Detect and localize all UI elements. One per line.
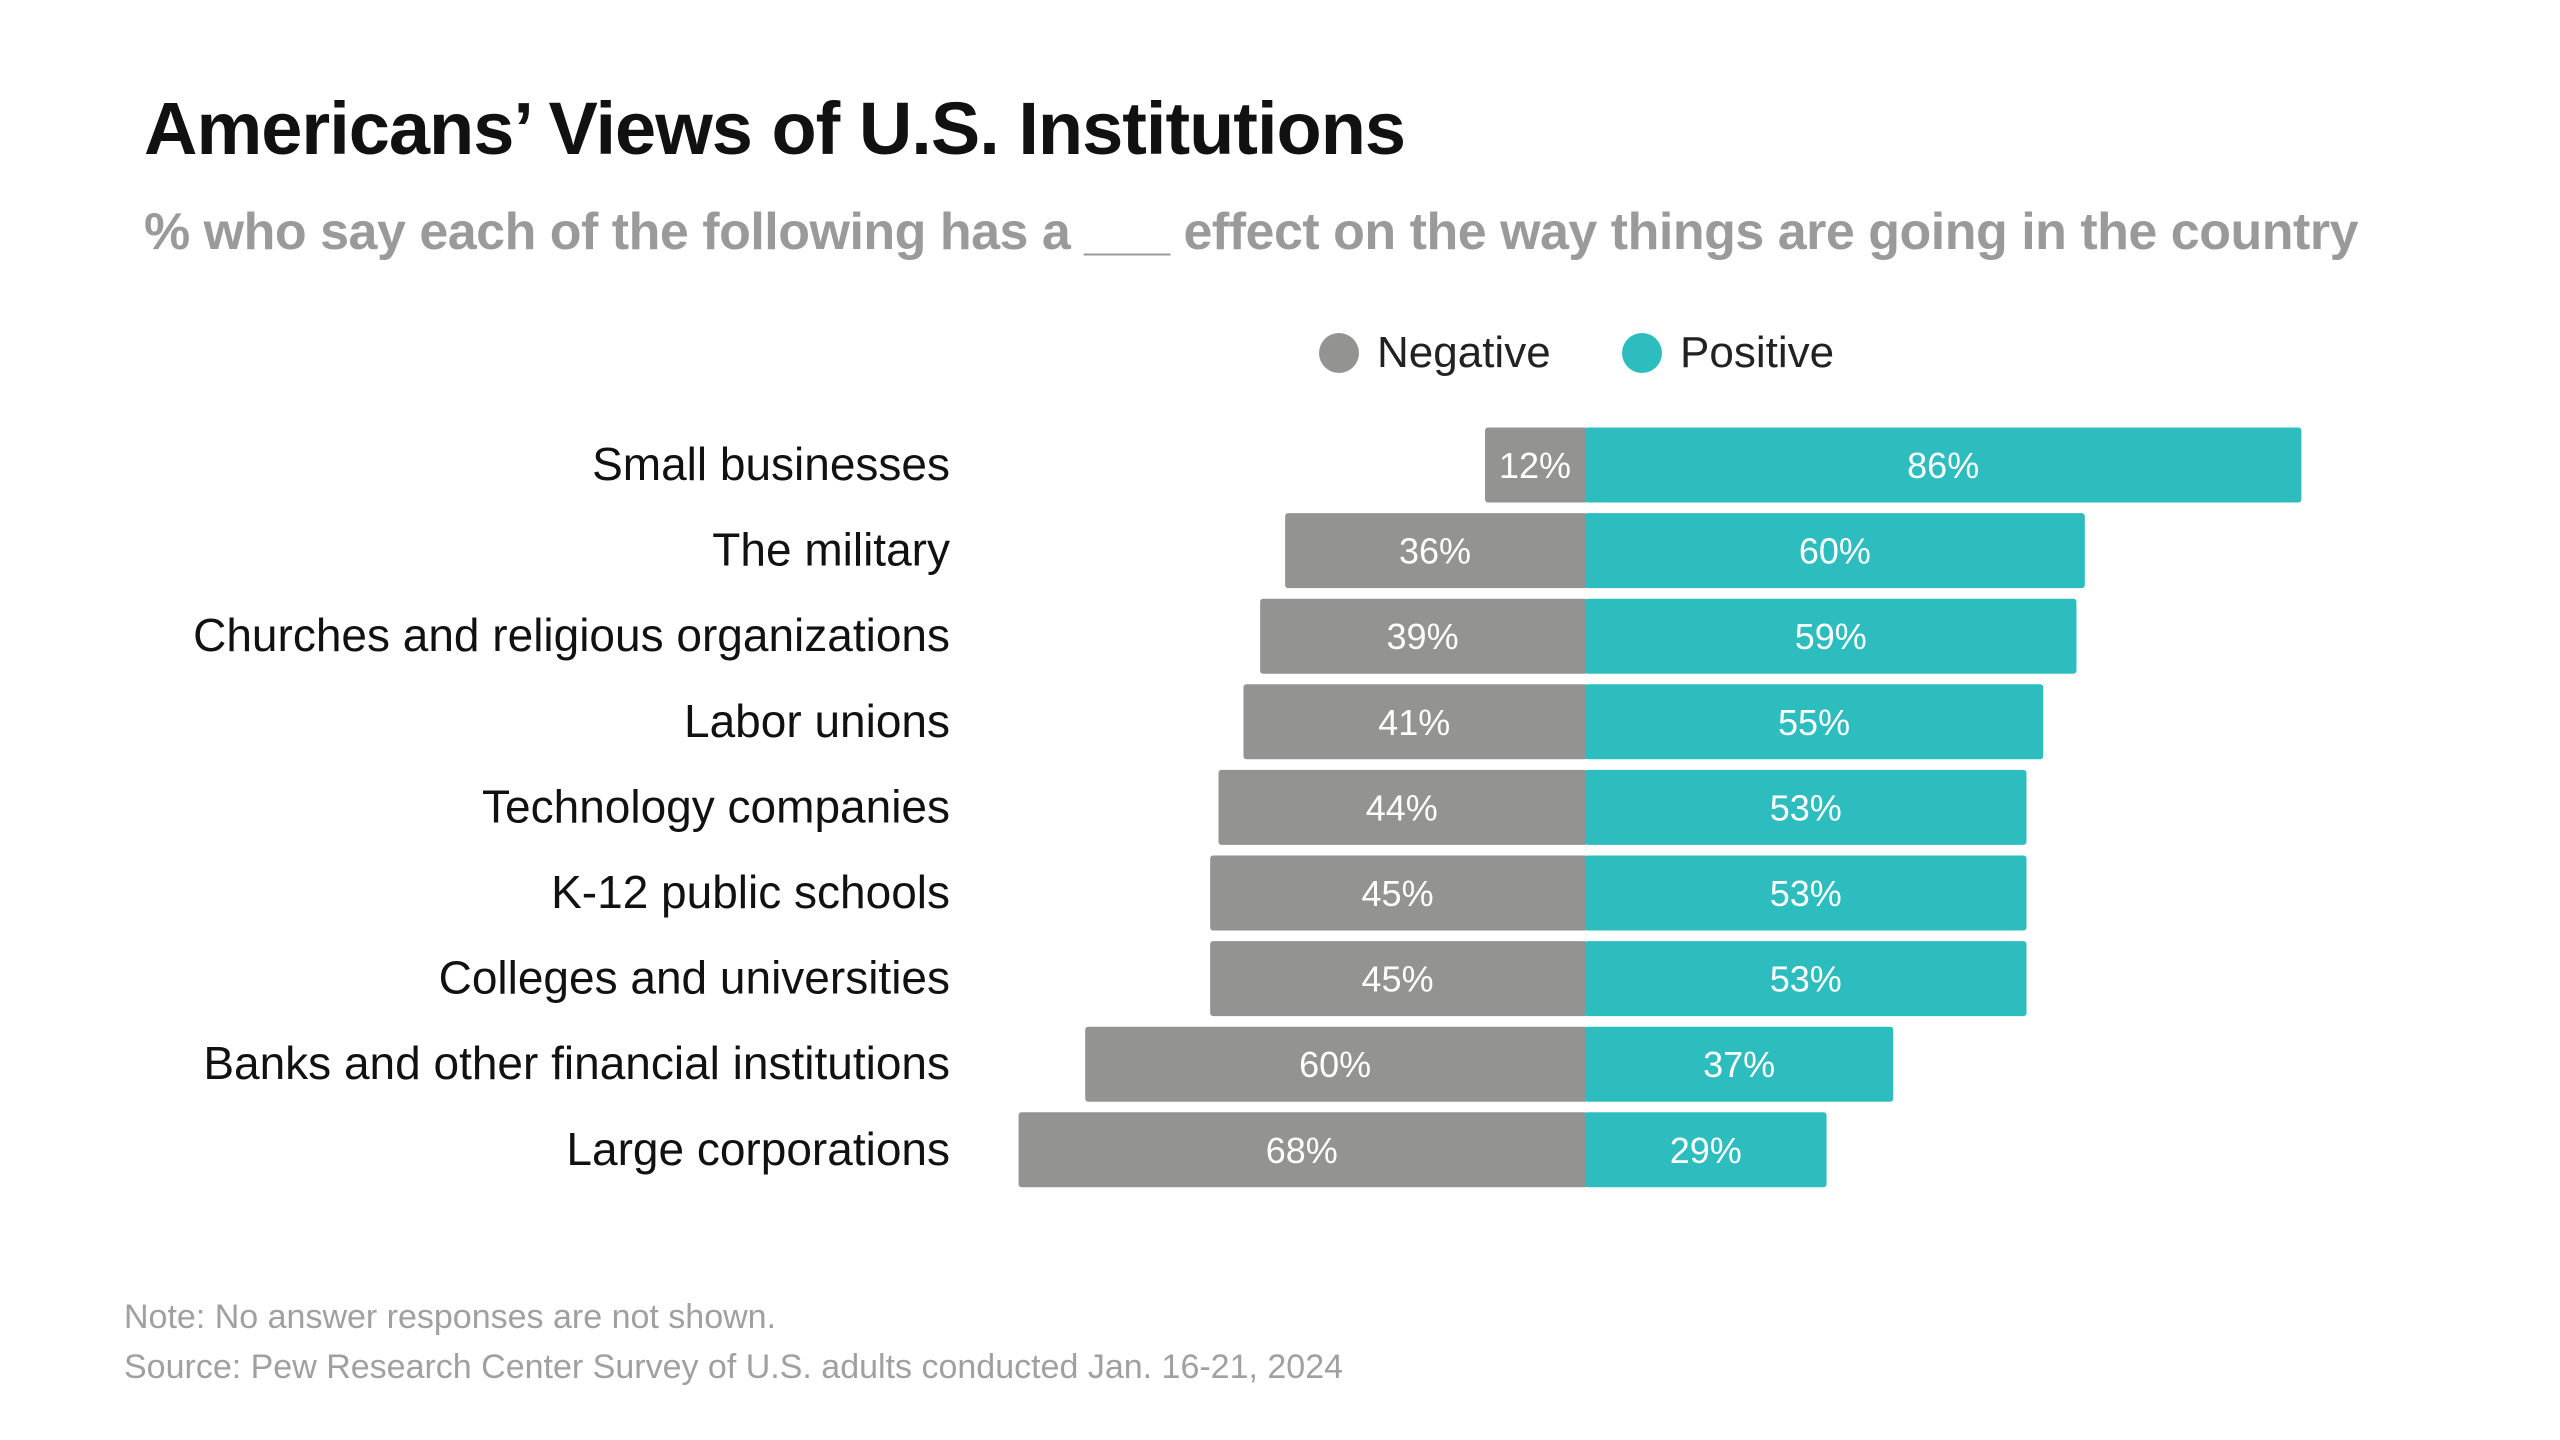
legend-positive-swatch [1622,333,1662,373]
category-label: Large corporations [566,1123,950,1175]
data-label-positive: 59% [1795,616,1867,657]
data-label-positive: 60% [1799,531,1871,572]
data-label-negative: 41% [1378,702,1450,743]
category-label: Colleges and universities [439,952,950,1004]
bar-negative [1210,941,1588,1017]
data-label-positive: 53% [1770,787,1842,828]
category-label: Small businesses [592,438,950,490]
source-text: Source: Pew Research Center Survey of U.… [124,1348,1344,1386]
bar-positive [1585,941,2027,1017]
bar-negative [1485,427,1588,503]
bar-negative [1210,855,1588,931]
data-label-negative: 12% [1499,445,1571,486]
data-label-positive: 53% [1770,873,1842,914]
legend-positive: Positive [1622,328,1834,378]
bar-positive [1585,513,2085,589]
legend-negative: Negative [1319,328,1551,378]
bar-positive [1585,598,2077,674]
bar-positive [1585,684,2044,760]
data-label-negative: 60% [1299,1044,1371,1085]
data-label-positive: 37% [1703,1044,1775,1085]
bar-positive [1585,1026,1894,1102]
category-label: Labor unions [684,695,950,747]
data-label-positive: 29% [1670,1130,1742,1171]
bar-positive [1585,769,2027,845]
data-label-negative: 44% [1366,787,1438,828]
bar-negative [1018,1112,1588,1188]
category-label: Technology companies [482,780,950,832]
bar-positive [1585,427,2302,503]
data-label-positive: 53% [1770,959,1842,1000]
category-label: K-12 public schools [551,866,950,918]
category-label: Churches and religious organizations [193,609,950,661]
data-label-negative: 45% [1362,873,1434,914]
note-text: Note: No answer responses are not shown. [124,1298,777,1336]
category-label: The military [712,524,950,576]
chart-subtitle: % who say each of the following has a __… [144,203,2359,261]
bar-positive [1585,855,2027,931]
data-label-negative: 39% [1387,616,1459,657]
bar-negative [1285,513,1588,589]
category-label: Banks and other financial institutions [203,1037,950,1089]
chart-title: Americans’ Views of U.S. Institutions [144,87,1406,170]
data-label-negative: 45% [1362,959,1434,1000]
data-label-negative: 36% [1399,531,1471,572]
legend-positive-label: Positive [1680,328,1835,377]
bar-negative [1243,684,1588,760]
bar-positive [1585,1112,1827,1188]
legend-negative-label: Negative [1377,328,1551,377]
bar-negative [1260,598,1588,674]
bar-negative [1085,1026,1588,1102]
legend-negative-swatch [1319,333,1359,373]
data-label-negative: 68% [1266,1130,1338,1171]
data-label-positive: 86% [1907,445,1979,486]
data-label-positive: 55% [1778,702,1850,743]
bar-negative [1218,769,1588,845]
